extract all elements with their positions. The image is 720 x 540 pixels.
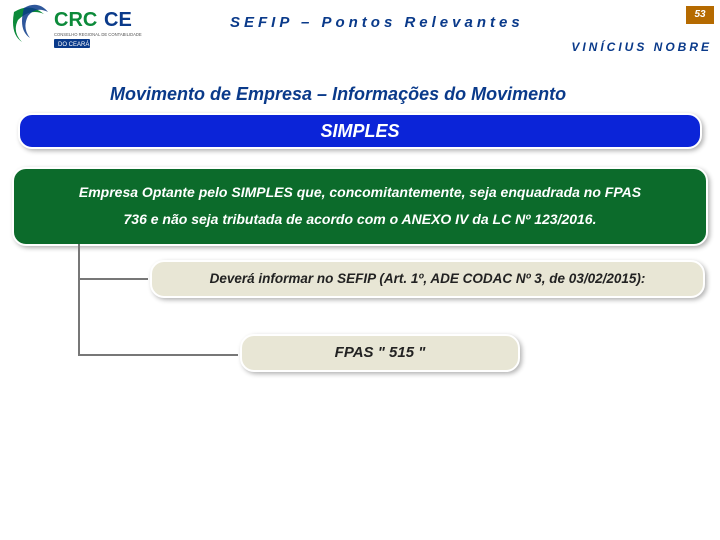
slide-header: CRC CE CONSELHO REGIONAL DE CONTABILIDAD… [0, 0, 720, 56]
connector-h1 [78, 278, 148, 280]
condition-line1: Empresa Optante pelo SIMPLES que, concom… [28, 179, 692, 206]
connector-vertical [78, 244, 80, 356]
connector-group: Deverá informar no SEFIP (Art. 1º, ADE C… [60, 246, 720, 366]
condition-line2: 736 e não seja tributada de acordo com o… [28, 206, 692, 233]
svg-text:CONSELHO REGIONAL DE CONTABILI: CONSELHO REGIONAL DE CONTABILIDADE [54, 32, 142, 37]
connector-h2 [78, 354, 238, 356]
author-name: VINÍCIUS NOBRE [571, 40, 712, 54]
band-condition: Empresa Optante pelo SIMPLES que, concom… [12, 167, 708, 246]
page-number: 53 [686, 6, 714, 24]
svg-text:CRC: CRC [54, 9, 97, 31]
band-instruction: Deverá informar no SEFIP (Art. 1º, ADE C… [150, 260, 705, 298]
section-subtitle: Movimento de Empresa – Informações do Mo… [110, 84, 720, 105]
svg-text:DO CEARÁ: DO CEARÁ [58, 41, 89, 48]
band-simples: SIMPLES [18, 113, 702, 149]
svg-text:CE: CE [104, 9, 132, 31]
slide-title: SEFIP – Pontos Relevantes [230, 14, 524, 31]
crcce-logo: CRC CE CONSELHO REGIONAL DE CONTABILIDAD… [8, 4, 148, 52]
band-fpas-value: FPAS " 515 " [240, 334, 520, 372]
